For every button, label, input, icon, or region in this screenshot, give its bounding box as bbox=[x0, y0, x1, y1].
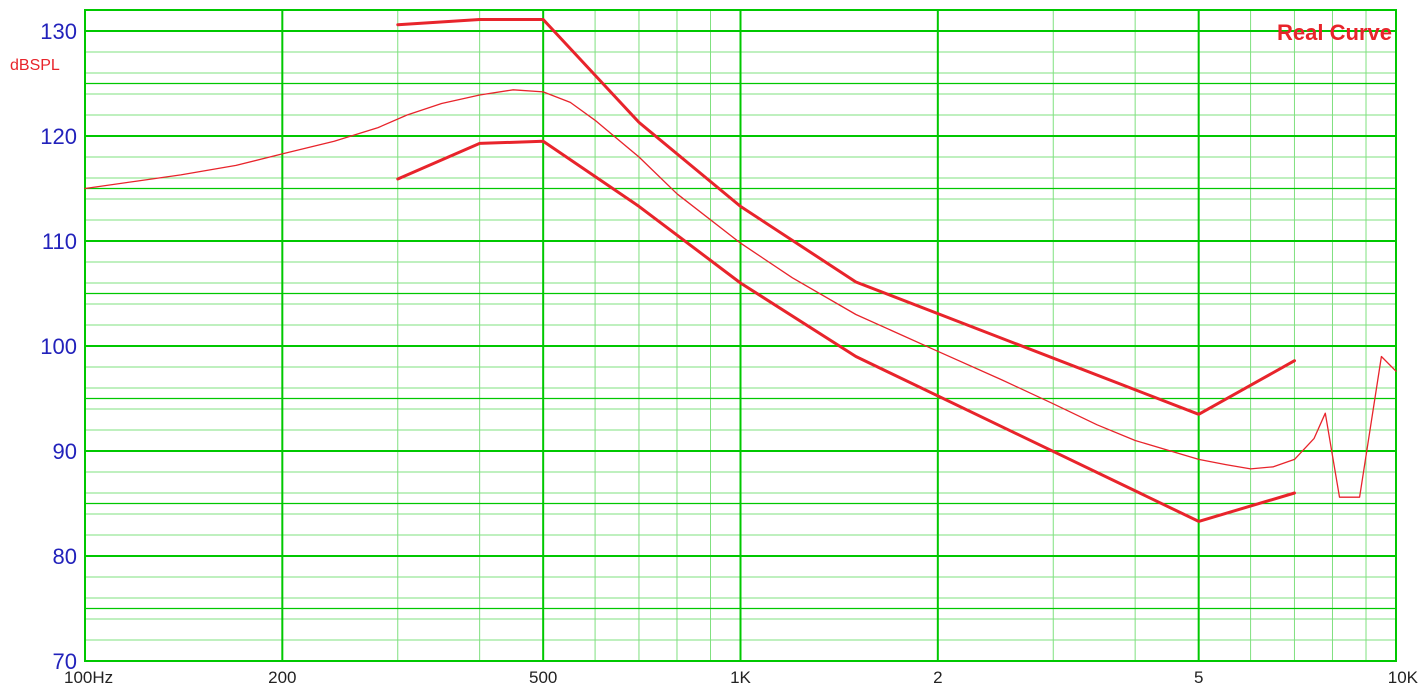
x-tick-label: 1K bbox=[730, 668, 751, 687]
x-tick-label: 500 bbox=[529, 668, 557, 687]
series-line-lower-limit bbox=[396, 139, 1296, 523]
y-tick-label: 110 bbox=[42, 229, 77, 254]
chart-title: Real Curve bbox=[1277, 20, 1392, 45]
y-tick-label: 130 bbox=[40, 19, 77, 44]
x-tick-label: 2 bbox=[933, 668, 942, 687]
y-tick-labels: 70 80 90 100 110 120 130 bbox=[40, 19, 77, 674]
plot-frame bbox=[84, 9, 1397, 662]
major-grid bbox=[84, 9, 1397, 662]
x-tick-label: 10K bbox=[1388, 668, 1419, 687]
y-tick-label: 80 bbox=[53, 544, 77, 569]
y-tick-label: 100 bbox=[40, 334, 77, 359]
y-tick-label: 120 bbox=[40, 124, 77, 149]
x-tick-labels: 100Hz 200 500 1K 2 5 10K bbox=[64, 668, 1419, 687]
series-layer bbox=[84, 18, 1397, 523]
x-tick-label: 5 bbox=[1194, 668, 1203, 687]
series-line-measured bbox=[84, 89, 1397, 498]
y-axis-label: dBSPL bbox=[10, 57, 60, 74]
series-line-upper-limit bbox=[396, 18, 1296, 416]
x-tick-label: 100Hz bbox=[64, 668, 113, 687]
x-tick-label: 200 bbox=[268, 668, 296, 687]
y-tick-label: 90 bbox=[53, 439, 77, 464]
y-tick-label: 70 bbox=[53, 649, 77, 674]
